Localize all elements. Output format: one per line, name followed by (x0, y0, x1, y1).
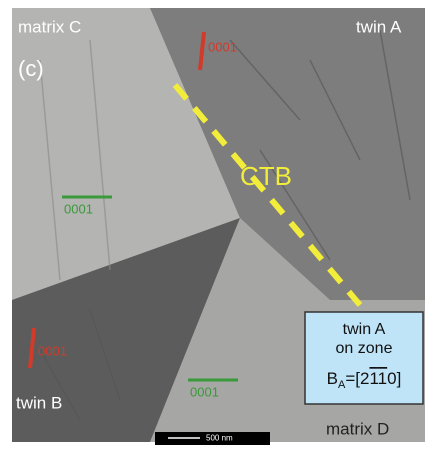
micrograph-figure: matrix C twin A (c) CTB twin B matrix D … (0, 0, 435, 451)
region-label: matrix D (326, 419, 389, 438)
zone-open: =[2 (345, 369, 369, 388)
region-label: twin B (16, 393, 62, 412)
panel-label: (c) (18, 56, 44, 81)
region-label: matrix C (18, 17, 81, 36)
zone-bar-digit: 1 (378, 369, 387, 388)
direction-label: 0001 (208, 39, 237, 54)
direction-label: 0001 (38, 343, 67, 358)
zone-line: twin A (343, 321, 386, 338)
zone-box: twin A on zone BA=[2110] (305, 312, 423, 404)
zone-line: on zone (336, 340, 393, 357)
region-label: twin A (356, 17, 402, 36)
direction-label: 0001 (64, 201, 93, 216)
zone-axis: BA=[2110] (327, 369, 402, 390)
zone-close: 0] (387, 369, 401, 388)
scale-bar: 500 nm (155, 432, 270, 445)
ctb-label: CTB (240, 161, 292, 191)
scale-bar-label: 500 nm (206, 434, 233, 443)
direction-label: 0001 (190, 384, 219, 399)
zone-symbol: B (327, 369, 338, 388)
